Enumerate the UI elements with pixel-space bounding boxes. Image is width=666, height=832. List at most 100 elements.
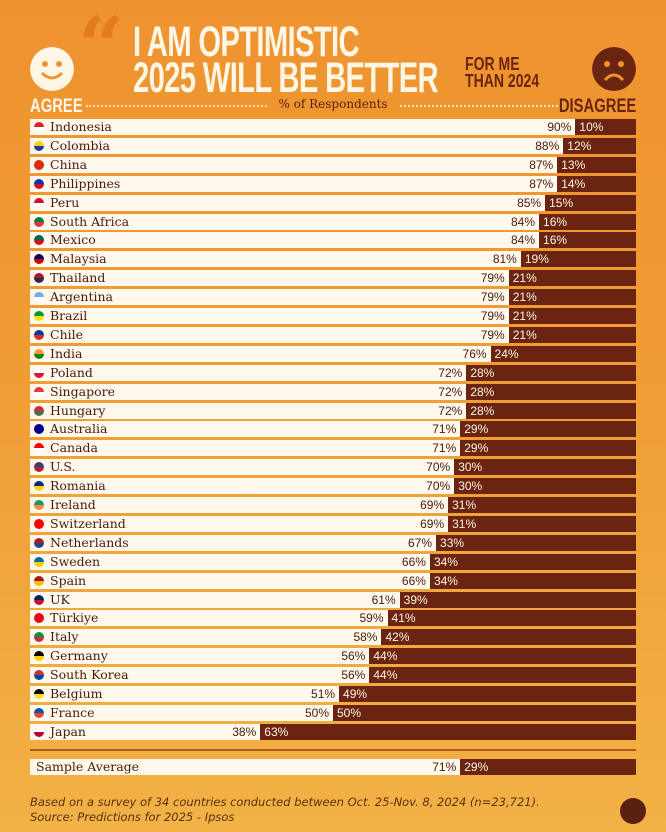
flag-icon	[34, 518, 44, 529]
agree-bar: Philippines 87%	[30, 175, 558, 192]
bar-row: South Korea 56% 44%	[30, 667, 636, 684]
agree-value: 79%	[480, 271, 505, 286]
agree-value: 90%	[547, 120, 572, 134]
flag-icon	[34, 140, 44, 151]
disagree-bar: 39%	[399, 591, 636, 608]
disagree-bar: 41%	[387, 610, 636, 627]
agree-value: 56%	[341, 668, 366, 683]
disagree-bar: 15%	[545, 194, 636, 211]
bar-row: Spain 66% 34%	[30, 572, 636, 589]
disagree-value: 29%	[464, 760, 489, 774]
flag-icon	[34, 594, 44, 605]
country-label: Germany	[50, 648, 108, 664]
disagree-value: 31%	[452, 498, 477, 512]
country-label: Poland	[50, 364, 93, 380]
agree-value: 70%	[426, 460, 451, 475]
agree-value: 69%	[420, 498, 445, 512]
disagree-value: 63%	[264, 724, 289, 739]
agree-bar: Netherlands 67%	[30, 534, 437, 551]
disagree-bar: 31%	[448, 515, 636, 532]
agree-bar: Poland 72%	[30, 364, 467, 381]
disagree-bar: 28%	[466, 364, 636, 381]
bar-row: Sweden 66% 34%	[30, 553, 636, 570]
flag-icon	[34, 481, 44, 492]
flag-icon	[34, 367, 44, 378]
country-label: Spain	[50, 572, 87, 588]
bar-row: Mexico 84% 16%	[30, 232, 636, 249]
bar-row: Malaysia 81% 19%	[30, 251, 636, 268]
agree-value: 72%	[438, 365, 463, 380]
country-label: Colombia	[50, 137, 110, 153]
disagree-bar: 29%	[460, 440, 636, 457]
disagree-bar: 29%	[460, 759, 636, 775]
bar-row: Germany 56% 44%	[30, 648, 636, 665]
disagree-value: 42%	[385, 630, 410, 645]
bar-row: Netherlands 67% 33%	[30, 534, 636, 551]
country-label: France	[50, 704, 95, 720]
disagree-value: 50%	[337, 705, 362, 720]
agree-bar: Indonesia 90%	[30, 119, 576, 135]
country-label: China	[50, 156, 88, 172]
disagree-value: 14%	[561, 176, 586, 191]
flag-icon	[34, 235, 44, 246]
bar-row: Philippines 87% 14%	[30, 175, 636, 192]
agree-bar: Colombia 88%	[30, 137, 564, 154]
agree-value: 72%	[438, 403, 463, 418]
agree-value: 61%	[371, 592, 396, 607]
bar-row: UK 61% 39%	[30, 591, 636, 608]
disagree-value: 21%	[512, 271, 537, 286]
flag-icon	[34, 273, 44, 284]
disagree-value: 30%	[458, 479, 483, 494]
divider-left	[86, 105, 267, 107]
disagree-value: 19%	[524, 252, 549, 267]
disagree-bar: 42%	[381, 629, 636, 646]
flag-icon	[34, 254, 44, 265]
bar-row: Sample Average 71% 29%	[30, 759, 636, 775]
disagree-bar: 34%	[429, 553, 636, 570]
flag-icon	[34, 670, 44, 681]
flag-icon	[34, 632, 44, 643]
agree-value: 79%	[480, 290, 505, 305]
disagree-bar: 14%	[557, 175, 636, 192]
disagree-value: 31%	[452, 516, 477, 531]
agree-value: 59%	[359, 611, 384, 626]
disagree-value: 44%	[373, 668, 398, 683]
country-label: UK	[50, 591, 70, 607]
disagree-bar: 21%	[508, 270, 636, 287]
country-label: South Korea	[50, 667, 129, 683]
flag-icon	[34, 178, 44, 189]
agree-bar: Romania 70%	[30, 478, 455, 495]
agree-value: 87%	[529, 157, 554, 172]
agree-bar: Sweden 66%	[30, 553, 430, 570]
agree-value: 84%	[511, 233, 536, 248]
agree-value: 76%	[462, 346, 487, 361]
agree-bar: Mexico 84%	[30, 232, 540, 249]
title-line-1: I AM OPTIMISTIC	[133, 18, 360, 66]
footer-note: Based on a survey of 34 countries conduc…	[30, 795, 540, 809]
agree-bar: Switzerland 69%	[30, 515, 449, 532]
country-label: Ireland	[50, 497, 96, 512]
flag-icon	[34, 537, 44, 548]
country-label: Philippines	[50, 175, 121, 191]
agree-bar: Australia 71%	[30, 421, 461, 438]
country-label: Türkiye	[50, 610, 99, 626]
bar-row: Romania 70% 30%	[30, 478, 636, 495]
disagree-bar: 21%	[508, 308, 636, 324]
bar-row: Thailand 79% 21%	[30, 270, 636, 287]
flag-icon	[34, 689, 44, 699]
disagree-value: 29%	[464, 441, 489, 456]
agree-bar: Brazil 79%	[30, 308, 509, 324]
disagree-bar: 10%	[575, 119, 636, 135]
bar-row: China 87% 13%	[30, 156, 636, 173]
bar-row: Peru 85% 15%	[30, 194, 636, 211]
axis-label: % of Respondents	[278, 97, 388, 111]
flag-icon	[34, 329, 44, 340]
agree-value: 71%	[432, 441, 457, 456]
agree-value: 84%	[511, 214, 536, 229]
agree-label: AGREE	[30, 96, 83, 117]
flag-icon	[34, 613, 44, 624]
bar-row: Hungary 72% 28%	[30, 402, 636, 419]
bar-row: Indonesia 90% 10%	[30, 119, 636, 135]
bar-row: Italy 58% 42%	[30, 629, 636, 646]
bar-row: Türkiye 59% 41%	[30, 610, 636, 627]
